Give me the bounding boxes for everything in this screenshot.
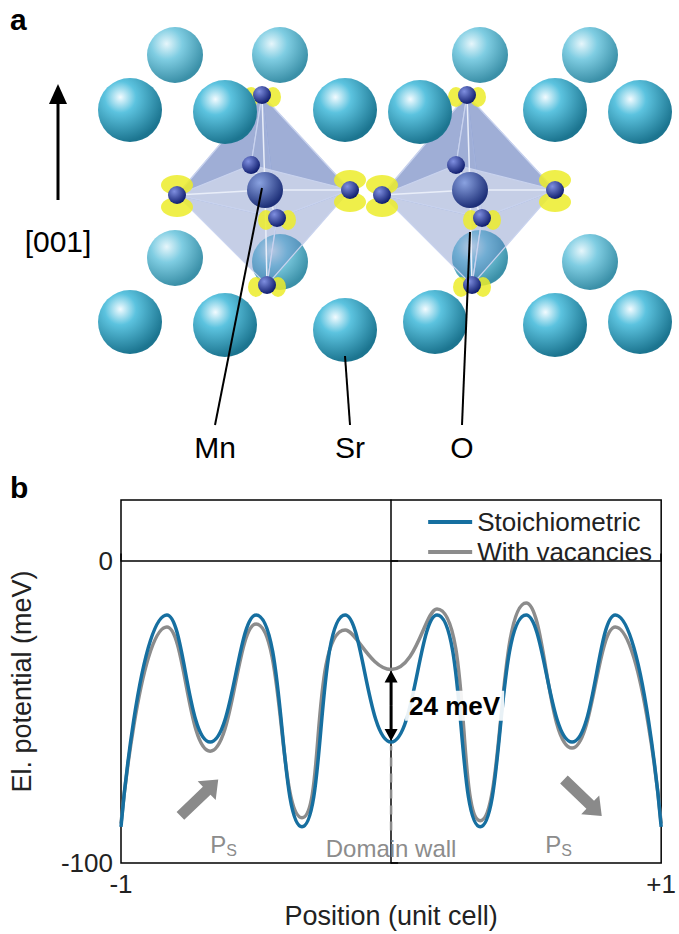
svg-text:[001]: [001] bbox=[25, 225, 92, 258]
svg-text:Domain wall: Domain wall bbox=[326, 835, 457, 862]
svg-text:b: b bbox=[10, 471, 28, 504]
svg-text:P: P bbox=[210, 831, 226, 858]
svg-text:O: O bbox=[450, 431, 473, 464]
svg-text:Stoichiometric: Stoichiometric bbox=[477, 507, 640, 537]
svg-text:S: S bbox=[226, 842, 237, 859]
svg-text:P: P bbox=[545, 831, 561, 858]
svg-text:Position (unit cell): Position (unit cell) bbox=[285, 901, 498, 931]
svg-text:With vacancies: With vacancies bbox=[477, 537, 652, 567]
svg-text:El. potential (meV): El. potential (meV) bbox=[7, 571, 37, 793]
svg-text:+1: +1 bbox=[646, 869, 676, 899]
svg-text:0: 0 bbox=[99, 546, 113, 576]
svg-text:S: S bbox=[561, 842, 572, 859]
svg-text:-1: -1 bbox=[109, 869, 132, 899]
svg-text:-100: -100 bbox=[61, 848, 113, 878]
svg-text:24 meV: 24 meV bbox=[409, 691, 501, 721]
svg-text:Sr: Sr bbox=[335, 431, 365, 464]
svg-text:a: a bbox=[10, 3, 27, 36]
svg-text:Mn: Mn bbox=[194, 431, 236, 464]
